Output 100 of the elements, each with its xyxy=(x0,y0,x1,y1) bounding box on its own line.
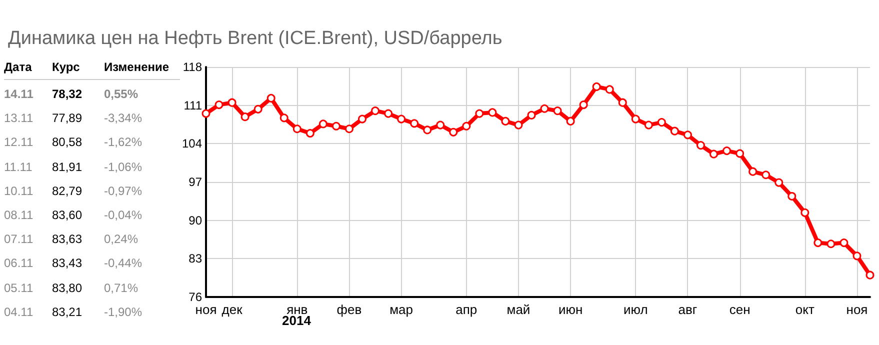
text: 80,58 xyxy=(52,134,84,152)
text: 13.11 xyxy=(4,110,34,128)
point xyxy=(410,119,419,128)
point xyxy=(800,208,810,217)
text: 07.11 xyxy=(4,231,34,248)
point xyxy=(266,94,276,102)
point xyxy=(566,116,575,126)
y-tick-label: 118 xyxy=(182,60,202,74)
text: 0,71% xyxy=(104,280,140,296)
point xyxy=(762,170,770,180)
point xyxy=(553,106,562,116)
point xyxy=(449,128,458,136)
x-tick-label: фев xyxy=(336,302,362,317)
text: 83,80 xyxy=(52,280,84,296)
point xyxy=(514,120,523,130)
x-tick-label: июл xyxy=(623,302,648,317)
text: 83,43 xyxy=(52,255,84,272)
point xyxy=(384,109,393,118)
point xyxy=(358,114,366,124)
y-tick-label: 104 xyxy=(182,136,202,151)
point xyxy=(736,149,744,158)
x-tick-label: окт xyxy=(795,302,814,317)
text: -0,44% xyxy=(104,255,144,272)
y-tick-label: 111 xyxy=(184,98,202,112)
x-tick-label: сен xyxy=(729,302,750,317)
text: Курс xyxy=(52,58,104,80)
point xyxy=(605,85,614,94)
point xyxy=(696,141,705,150)
point xyxy=(280,114,288,122)
point xyxy=(318,120,328,128)
point xyxy=(814,238,822,248)
point xyxy=(866,270,874,280)
text: 83,60 xyxy=(52,206,84,224)
text: 0,24% xyxy=(104,231,140,248)
point xyxy=(344,124,354,134)
text: 06.11 xyxy=(4,255,34,272)
point xyxy=(748,167,758,176)
x-tick-label: ноя xyxy=(195,302,217,317)
point xyxy=(631,114,640,124)
text: 12.11 xyxy=(4,134,34,152)
text: 05.11 xyxy=(4,280,34,296)
x-tick-label: авг xyxy=(678,302,698,317)
point xyxy=(240,112,250,122)
point xyxy=(710,150,718,158)
point xyxy=(683,130,692,140)
point xyxy=(371,106,380,116)
point xyxy=(214,100,224,110)
point xyxy=(332,122,340,130)
text: 11.11 xyxy=(4,158,34,176)
point xyxy=(592,82,601,91)
point xyxy=(527,110,536,120)
point xyxy=(254,104,262,114)
y-tick-label: 76 xyxy=(188,290,202,304)
text: 0,55% xyxy=(104,86,140,103)
point xyxy=(488,108,497,117)
y-tick-label: 83 xyxy=(188,252,202,266)
point xyxy=(774,178,784,187)
text: -0,04% xyxy=(104,206,144,224)
x-tick-label: май xyxy=(506,302,530,317)
point xyxy=(579,100,588,110)
point xyxy=(657,118,666,127)
point xyxy=(475,109,484,118)
text: -1,62% xyxy=(104,134,144,152)
x-tick-label: июн xyxy=(558,302,583,317)
y-tick-label: 90 xyxy=(188,213,202,228)
chart-title: Динамика цен на Нефть Brent (ICE.Brent), USD/баррель xyxy=(8,28,502,49)
text: 77,89 xyxy=(52,110,84,128)
point xyxy=(501,116,510,126)
point xyxy=(462,122,471,130)
point xyxy=(436,120,445,130)
text: 04.11 xyxy=(4,304,34,321)
x-tick-label: апр xyxy=(456,302,478,317)
x-tick-label: дек xyxy=(222,302,243,317)
text: 81,91 xyxy=(52,158,84,176)
point xyxy=(722,146,732,156)
point xyxy=(840,238,848,248)
text: Дата xyxy=(4,58,52,80)
point xyxy=(540,104,549,113)
text: 10.11 xyxy=(4,182,34,200)
point xyxy=(228,98,236,107)
text: -1,06% xyxy=(104,158,144,176)
text: 14.11 xyxy=(4,86,34,103)
x-tick-label: мар xyxy=(390,302,413,317)
point xyxy=(292,124,302,134)
point xyxy=(644,120,653,130)
text: 83,21 xyxy=(52,304,84,321)
y-tick-label: 97 xyxy=(188,175,202,189)
point xyxy=(618,98,627,107)
text: -3,34% xyxy=(104,110,144,128)
point xyxy=(423,126,432,134)
point xyxy=(397,114,406,124)
text: 08.11 xyxy=(4,206,34,224)
text: 82,79 xyxy=(52,182,84,200)
point xyxy=(788,192,796,200)
text: 83,63 xyxy=(52,231,84,248)
x-tick-label: ноя xyxy=(846,302,868,317)
text: 78,32 xyxy=(52,86,84,103)
text: Изменение xyxy=(104,58,180,80)
point xyxy=(826,240,836,248)
text: -0,97% xyxy=(104,182,144,200)
